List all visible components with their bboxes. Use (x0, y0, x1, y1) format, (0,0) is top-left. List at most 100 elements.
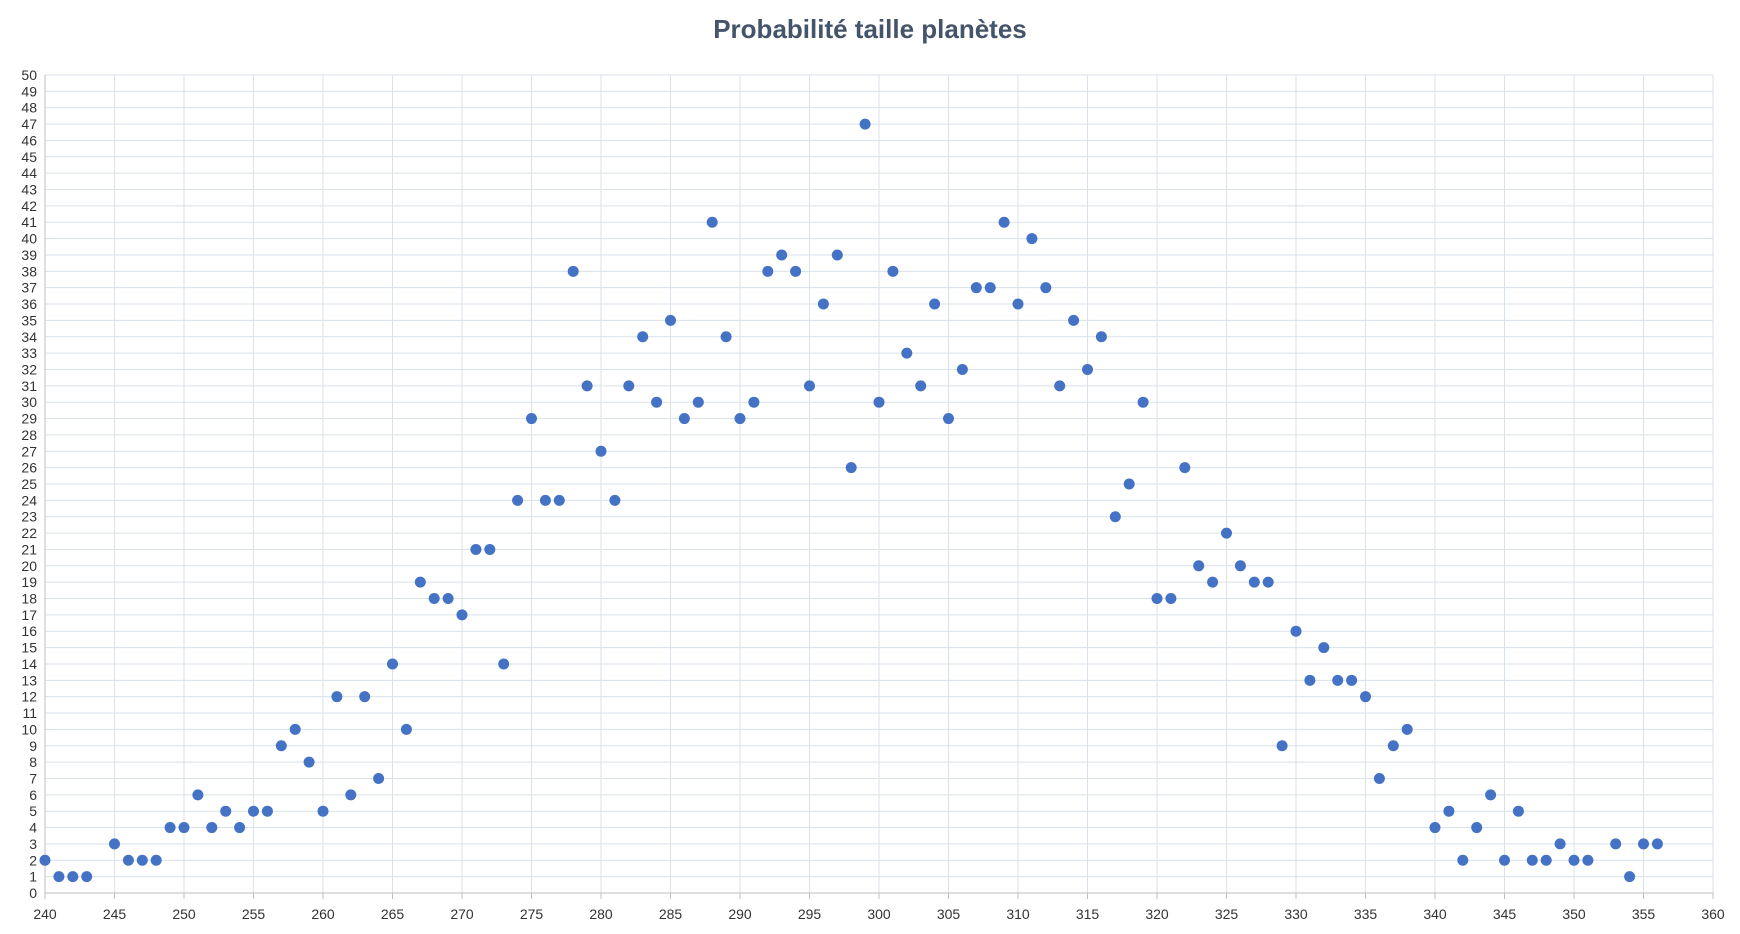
y-tick-label: 29 (21, 411, 37, 427)
x-tick-label: 305 (937, 906, 961, 922)
y-tick-label: 46 (21, 132, 37, 148)
data-point (1429, 822, 1441, 834)
x-tick-label: 335 (1354, 906, 1378, 922)
data-point (1554, 838, 1566, 850)
data-point (678, 413, 690, 425)
y-tick-label: 28 (21, 427, 37, 443)
data-point (387, 658, 398, 670)
y-tick-label: 23 (21, 509, 37, 525)
x-tick-label: 360 (1701, 906, 1725, 922)
x-tick-label: 265 (381, 906, 405, 922)
data-point (1346, 674, 1358, 686)
data-point (706, 216, 718, 228)
data-point (609, 494, 621, 506)
data-point (887, 265, 899, 277)
grid-lines (45, 74, 1714, 893)
y-tick-label: 5 (29, 803, 37, 819)
data-point (1568, 854, 1580, 866)
data-point (956, 363, 968, 375)
data-point (1485, 789, 1497, 801)
y-tick-label: 34 (21, 329, 37, 345)
data-point (1095, 331, 1107, 343)
data-point (484, 543, 496, 555)
data-point (859, 118, 871, 130)
data-point (1332, 674, 1344, 686)
data-point (984, 282, 996, 294)
data-point (192, 789, 204, 801)
data-point (804, 380, 815, 392)
data-point (136, 854, 148, 866)
data-point (651, 396, 663, 408)
data-point (1401, 723, 1413, 735)
x-tick-label: 340 (1423, 906, 1447, 922)
data-point (122, 854, 134, 866)
data-point (998, 216, 1010, 228)
data-point (1179, 462, 1191, 474)
data-point (248, 805, 259, 817)
data-point (623, 380, 635, 392)
y-tick-label: 21 (21, 541, 37, 557)
data-point (81, 871, 93, 883)
data-point (1109, 511, 1121, 523)
data-point (929, 298, 941, 310)
y-tick-label: 22 (21, 525, 37, 541)
data-point (1207, 576, 1219, 588)
data-point (373, 772, 385, 784)
data-point (567, 265, 579, 277)
data-point (817, 298, 829, 310)
y-tick-label: 2 (29, 852, 37, 868)
y-tick-label: 35 (21, 312, 37, 328)
y-tick-label: 31 (21, 378, 37, 394)
data-point (845, 462, 857, 474)
y-tick-label: 3 (29, 836, 37, 852)
y-tick-label: 4 (29, 820, 37, 836)
x-tick-label: 300 (867, 906, 891, 922)
data-point (831, 249, 843, 261)
y-tick-label: 9 (29, 738, 37, 754)
x-tick-label: 250 (172, 906, 196, 922)
axes (44, 75, 1714, 899)
y-tick-label: 40 (21, 231, 37, 247)
x-tick-label: 310 (1006, 906, 1030, 922)
data-point (1387, 740, 1399, 752)
x-tick-label: 255 (242, 906, 266, 922)
data-point (1026, 233, 1038, 245)
data-point (1234, 560, 1246, 572)
data-point (1123, 478, 1135, 490)
data-point (261, 805, 273, 817)
y-tick-label: 37 (21, 280, 37, 296)
x-tick-label: 285 (659, 906, 683, 922)
data-point (1651, 838, 1663, 850)
x-tick-label: 290 (728, 906, 752, 922)
x-tick-label: 295 (798, 906, 822, 922)
y-tick-label: 45 (21, 149, 37, 165)
data-point (873, 396, 885, 408)
data-point (414, 576, 426, 588)
data-point (637, 331, 649, 343)
data-point (109, 838, 120, 850)
x-tick-label: 330 (1284, 906, 1308, 922)
data-point (39, 854, 51, 866)
x-tick-label: 320 (1145, 906, 1169, 922)
y-tick-label: 33 (21, 345, 37, 361)
chart-title: Probabilité taille planètes (713, 14, 1027, 44)
y-tick-label: 14 (21, 656, 37, 672)
data-point (1276, 740, 1288, 752)
y-tick-label: 10 (21, 721, 37, 737)
data-point (150, 854, 162, 866)
x-tick-label: 350 (1562, 906, 1586, 922)
data-point (1193, 560, 1205, 572)
data-point (790, 265, 802, 277)
y-tick-label: 7 (29, 770, 37, 786)
data-point (456, 609, 468, 621)
y-tick-label: 32 (21, 361, 37, 377)
data-point (734, 413, 746, 425)
data-point (512, 494, 524, 506)
y-tick-label: 26 (21, 460, 37, 476)
data-point (1221, 527, 1232, 539)
data-point (776, 249, 788, 261)
data-point (1012, 298, 1024, 310)
data-point (1582, 854, 1594, 866)
y-tick-label: 25 (21, 476, 37, 492)
